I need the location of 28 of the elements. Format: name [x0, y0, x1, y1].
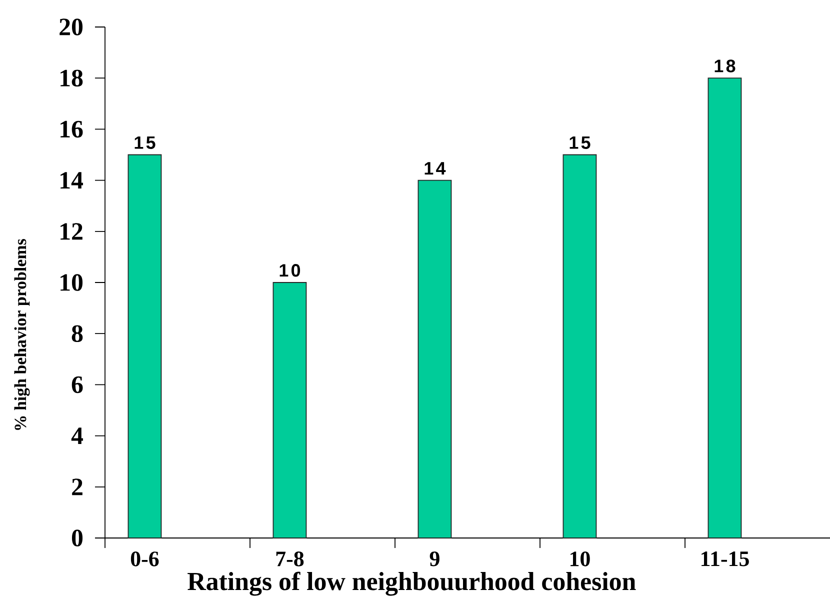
data-label: 10 — [280, 264, 300, 277]
y-tick-label: 12 — [60, 223, 82, 240]
y-tick-label: 6 — [72, 376, 83, 394]
bar — [418, 180, 452, 538]
y-tick-label: 8 — [72, 325, 83, 342]
y-axis-title: % high behavior problems — [14, 239, 30, 430]
y-tick-label: 18 — [60, 70, 83, 87]
data-label: 15 — [570, 136, 590, 149]
x-axis-title: Ratings of low neighbouurhood cohesion — [188, 572, 636, 596]
y-tick-label: 2 — [72, 478, 82, 496]
bar — [128, 154, 162, 538]
x-tick-label: 7-8 — [276, 552, 304, 566]
x-tick-label: 0-6 — [130, 552, 159, 566]
x-tick-label: 10 — [570, 552, 590, 566]
x-tick-label: 9 — [430, 552, 440, 566]
y-tick-label: 14 — [60, 172, 84, 189]
y-tick-label: 10 — [60, 274, 83, 291]
x-tick-label: 11-15 — [702, 552, 749, 566]
y-tick-label: 0 — [72, 530, 83, 546]
y-tick-label: 16 — [60, 120, 83, 138]
y-tick-label: 20 — [60, 18, 83, 36]
data-label: 15 — [134, 136, 156, 149]
data-label: 14 — [424, 162, 446, 175]
y-tick-label: 4 — [71, 428, 84, 444]
bar — [708, 78, 742, 538]
bar — [272, 282, 307, 538]
bar — [562, 154, 597, 538]
data-label: 18 — [714, 60, 736, 72]
